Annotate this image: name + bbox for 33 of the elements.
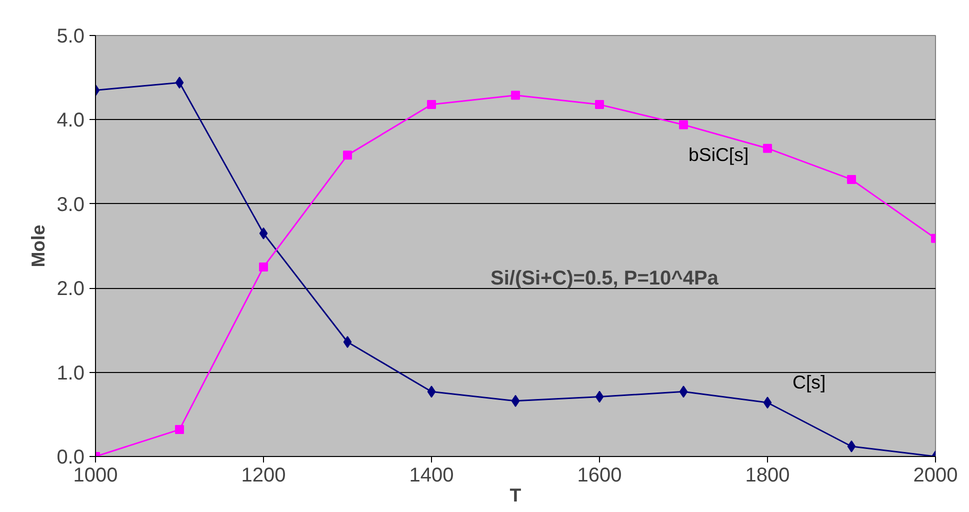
annotation: Si/(Si+C)=0.5, P=10^4Pa [490,268,720,290]
point [427,386,436,398]
y-tick-label: 5.0 [56,26,85,48]
x-tick-label: 1400 [409,464,454,486]
point [847,174,856,184]
series-label: C[s] [792,372,826,393]
x-tick-label: 1200 [241,464,286,486]
point [511,90,520,100]
point [679,120,688,130]
point [343,336,352,348]
point [427,100,436,110]
point [595,390,604,403]
point [595,100,604,110]
point [175,76,184,89]
point [763,144,772,153]
point [679,386,688,398]
point [847,440,856,452]
series-label: bSiC[s] [688,144,749,165]
point [259,227,268,240]
x-tick-label: 2000 [913,464,958,486]
point [511,394,520,407]
y-axis-title: Mole [28,224,49,268]
point [259,262,268,272]
point [343,150,352,160]
x-axis-title: T [510,484,522,506]
y-tick-label: 2.0 [56,278,85,300]
point [175,425,184,434]
x-tick-label: 1600 [577,464,622,486]
point [763,396,772,409]
y-tick-label: 3.0 [56,194,85,216]
x-tick-label: 1800 [745,464,790,486]
y-tick-label: 1.0 [56,362,85,384]
y-tick-label: 4.0 [56,110,85,132]
